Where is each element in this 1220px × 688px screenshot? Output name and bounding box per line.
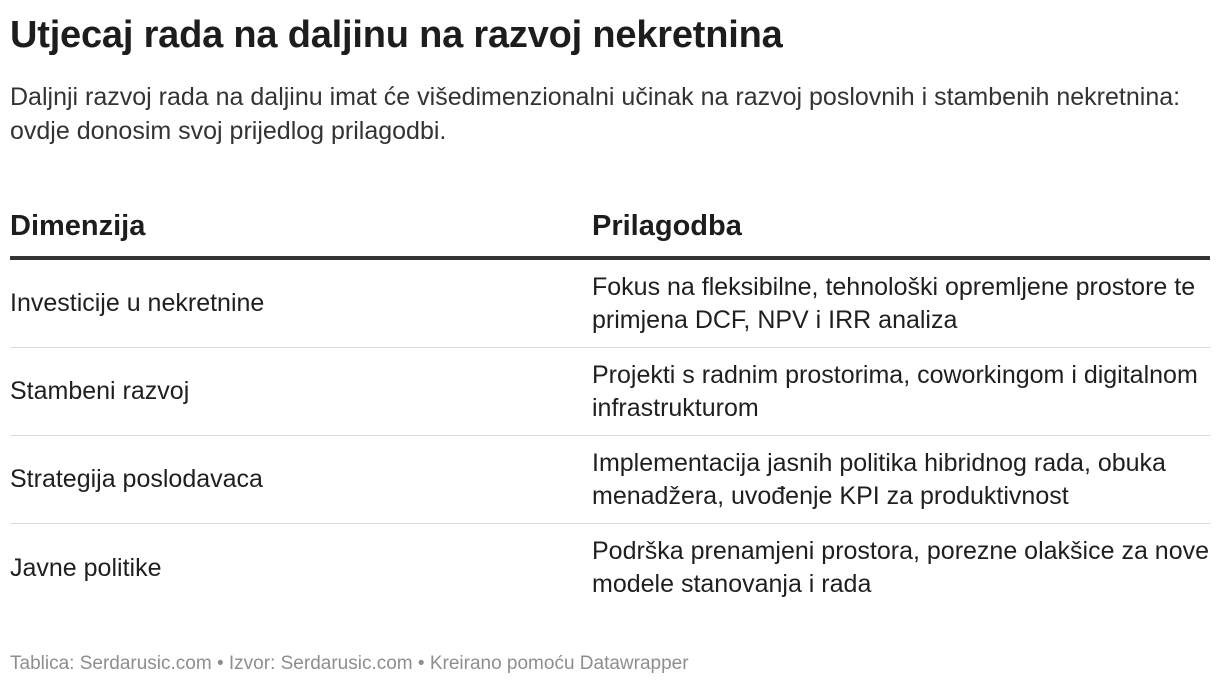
table-row: Strategija poslodavaca Implementacija ja…: [10, 436, 1210, 524]
dimension-cell: Javne politike: [10, 553, 162, 582]
dimension-cell: Strategija poslodavaca: [10, 465, 263, 493]
table-row: Stambeni razvoj Projekti s radnim prosto…: [10, 348, 1210, 436]
column-header-dimension[interactable]: Dimenzija: [10, 209, 146, 242]
table-row: Investicije u nekretnine Fokus na fleksi…: [10, 260, 1210, 348]
source-footer: Tablica: Serdarusic.com • Izvor: Serdaru…: [10, 653, 689, 674]
page-subtitle: Daljnji razvoj rada na daljinu imat će v…: [10, 83, 1181, 145]
adjustment-cell: Podrška prenamjeni prostora, porezne ola…: [592, 537, 1210, 598]
dimension-cell: Investicije u nekretnine: [10, 289, 265, 317]
page-title: Utjecaj rada na daljinu na razvoj nekret…: [10, 14, 783, 56]
data-table: Dimenzija Prilagodba Investicije u nekre…: [10, 196, 1210, 612]
adjustment-cell: Implementacija jasnih politika hibridnog…: [592, 448, 1166, 510]
adjustment-cell: Fokus na fleksibilne, tehnološki opremlj…: [592, 272, 1196, 334]
column-header-adjustment[interactable]: Prilagodba: [592, 209, 742, 242]
adjustment-cell: Projekti s radnim prostorima, coworkingo…: [592, 360, 1198, 422]
table-header: Dimenzija Prilagodba: [10, 196, 1210, 260]
dimension-cell: Stambeni razvoj: [10, 377, 190, 405]
table-row: Javne politike Podrška prenamjeni prosto…: [10, 524, 1210, 612]
